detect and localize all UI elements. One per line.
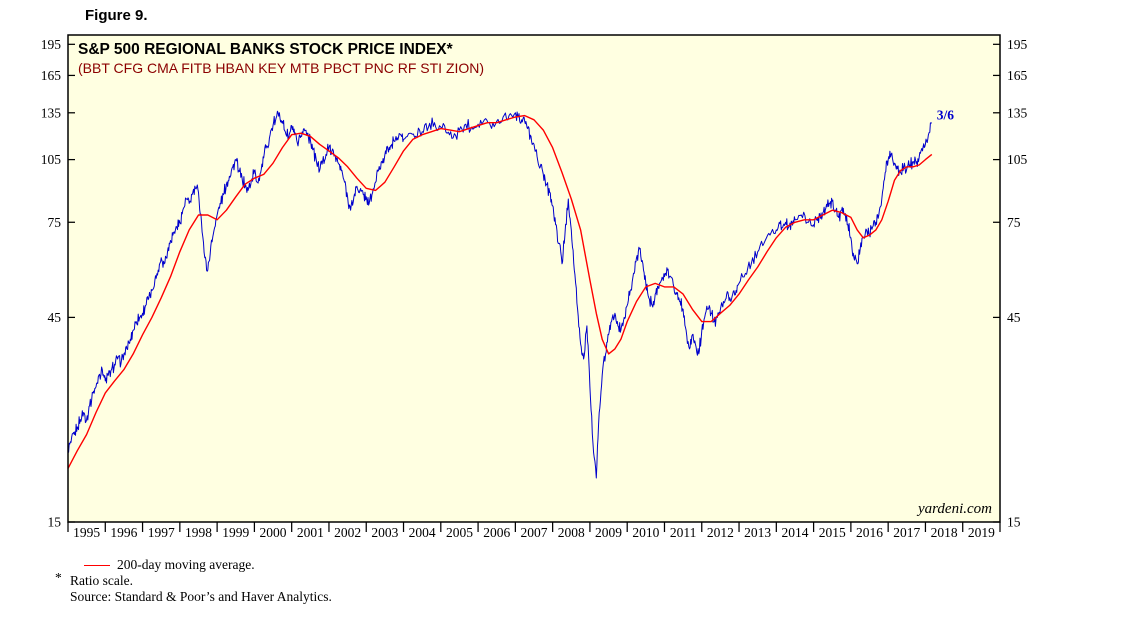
y-tick-label-right: 45	[1007, 310, 1021, 325]
x-axis-labels	[67, 522, 1001, 532]
yardeni-watermark: yardeni.com	[916, 501, 992, 517]
y-tick-label-right: 15	[1007, 515, 1021, 530]
moving-average-line	[67, 114, 933, 469]
y-tick-label-left: 45	[48, 310, 62, 325]
y-axis-labels	[68, 43, 1000, 523]
x-tick-label: 2018	[931, 525, 958, 540]
x-tick-label: 2014	[781, 525, 808, 540]
x-tick-label: 2006	[483, 525, 510, 540]
x-tick-label: 2004	[409, 525, 436, 540]
x-tick-label: 1997	[148, 525, 175, 540]
x-tick-label: 2009	[595, 525, 622, 540]
plot-area	[68, 35, 1000, 522]
y-tick-label-left: 105	[41, 152, 62, 167]
legend-label: 200-day moving average.	[117, 557, 255, 572]
x-tick-label: 2001	[297, 525, 324, 540]
x-tick-label: 2016	[856, 525, 883, 540]
x-tick-label: 2017	[893, 525, 920, 540]
x-tick-label: 1995	[73, 525, 100, 540]
x-tick-label: 1996	[110, 525, 137, 540]
y-tick-label-right: 195	[1007, 37, 1028, 52]
ratio-asterisk: *	[55, 570, 62, 585]
stock-price-chart: 195 195 165 165 135 135 105 105 75 75 45 45 15 15 1995…	[41, 34, 1028, 540]
x-tick-label: 2015	[819, 525, 846, 540]
chart-title: S&P 500 REGIONAL BANKS STOCK PRICE INDEX…	[78, 41, 454, 58]
y-tick-label-left: 165	[41, 68, 62, 83]
y-tick-label-right: 105	[1007, 152, 1028, 167]
y-tick-label-left: 75	[48, 215, 62, 230]
x-tick-label: 2002	[334, 525, 361, 540]
x-tick-label: 2013	[744, 525, 771, 540]
ratio-note-text: Ratio scale.	[70, 573, 133, 588]
x-tick-label: 2005	[446, 525, 473, 540]
figure-label: Figure 9.	[85, 7, 148, 24]
x-tick-label: 2010	[632, 525, 659, 540]
x-tick-label: 2019	[968, 525, 995, 540]
y-tick-label-left: 15	[48, 515, 62, 530]
latest-date-annotation: 3/6	[937, 108, 955, 123]
x-tick-label: 1999	[222, 525, 249, 540]
ratio-scale-note: * Ratio scale.	[55, 570, 133, 590]
source-note: Source: Standard & Poor’s and Haver Anal…	[70, 588, 332, 606]
y-tick-label-right: 75	[1007, 215, 1021, 230]
legend-line-swatch	[84, 564, 110, 566]
x-tick-label: 2012	[707, 525, 734, 540]
x-tick-label: 2003	[371, 525, 398, 540]
price-line	[67, 110, 933, 479]
x-tick-label: 2007	[521, 525, 548, 540]
plot-frame	[67, 34, 1001, 523]
y-tick-label-left: 135	[41, 105, 62, 120]
x-tick-label: 2000	[260, 525, 287, 540]
y-tick-label-right: 165	[1007, 68, 1028, 83]
x-tick-label: 2011	[670, 525, 697, 540]
chart-subtitle: (BBT CFG CMA FITB HBAN KEY MTB PBCT PNC …	[78, 60, 484, 76]
x-tick-label: 1998	[185, 525, 212, 540]
y-tick-label-left: 195	[41, 37, 62, 52]
legend-200dma: 200-day moving average.	[84, 557, 255, 573]
y-tick-label-right: 135	[1007, 105, 1028, 120]
x-tick-label: 2008	[558, 525, 585, 540]
source-note-text: Source: Standard & Poor’s and Haver Anal…	[70, 589, 332, 604]
